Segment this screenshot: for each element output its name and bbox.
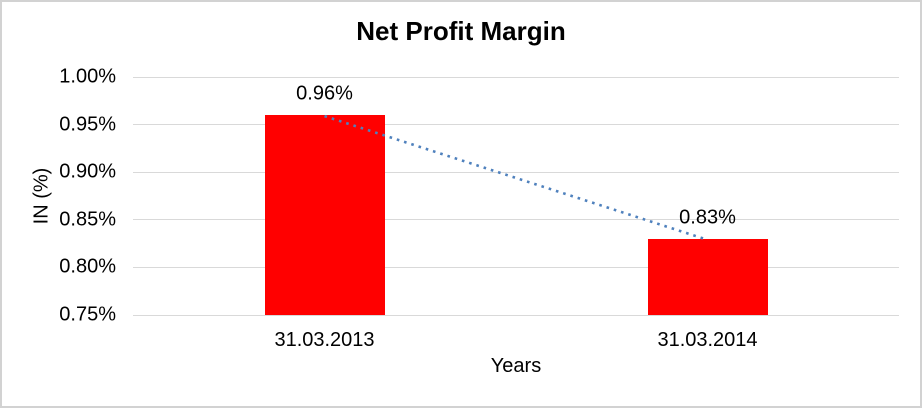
y-tick-label: 0.85% — [59, 208, 116, 231]
x-axis-title: Years — [490, 355, 542, 377]
gridline — [133, 314, 899, 316]
x-tick-label: 31.03.2014 — [657, 329, 758, 351]
gridline — [133, 171, 899, 173]
gridline — [133, 219, 899, 221]
bar-data-label: 0.83% — [679, 206, 736, 229]
bar-data-label: 0.96% — [296, 82, 353, 105]
y-tick-label: 0.80% — [59, 255, 116, 278]
gridline — [133, 76, 899, 78]
gridline — [133, 124, 899, 126]
bar — [647, 238, 768, 315]
y-axis-title: IN (%) — [30, 167, 53, 225]
trendline — [324, 114, 708, 242]
x-tick-label: 31.03.2013 — [274, 329, 375, 351]
y-tick-label: 1.00% — [59, 65, 116, 88]
y-tick-label: 0.75% — [59, 303, 116, 326]
plot-area: 0.96% 0.83% — [133, 76, 899, 316]
bar — [264, 115, 385, 315]
y-tick-label: 0.95% — [59, 113, 116, 136]
chart-title: Net Profit Margin — [356, 16, 566, 46]
y-tick-label: 0.90% — [59, 160, 116, 183]
gridline — [133, 266, 899, 268]
